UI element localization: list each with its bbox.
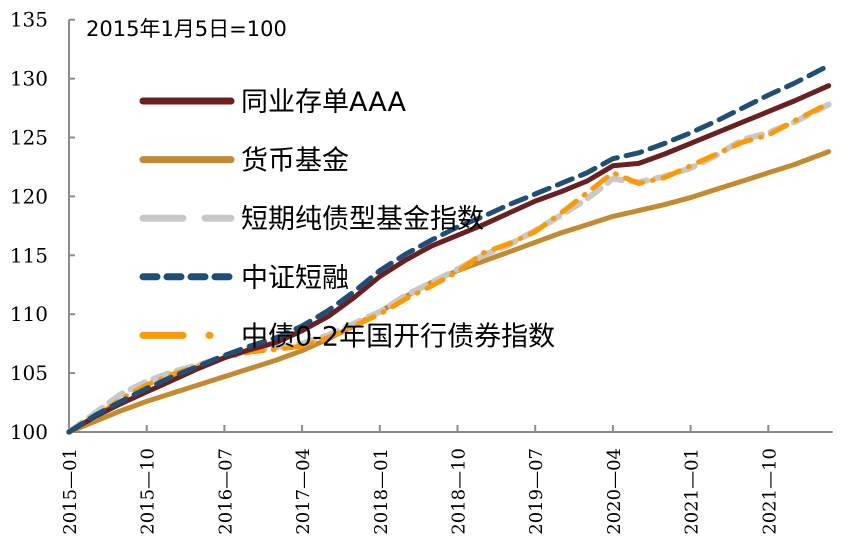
- x-tick-label: 2018—01: [371, 448, 392, 535]
- x-tick-label: 2015—10: [138, 448, 159, 535]
- legend-label: 同业存单AAA: [241, 87, 406, 118]
- legend-item-1: 货币基金: [139, 146, 349, 177]
- legend-item-4: 中债0-2年国开行债券指数: [139, 321, 555, 352]
- x-tick-label: 2018—10: [449, 448, 470, 535]
- legend-label: 货币基金: [241, 146, 349, 177]
- series-line-1: [66, 149, 832, 435]
- series-line-0: [66, 83, 832, 435]
- y-tick-label: 105: [10, 361, 48, 385]
- x-tick-label: 2015—01: [60, 448, 81, 535]
- y-tick-label: 125: [10, 126, 48, 150]
- y-tick-label: 135: [10, 8, 48, 32]
- y-tick-label: 115: [10, 243, 48, 267]
- legend-item-0: 同业存单AAA: [139, 87, 406, 118]
- series-layer: [66, 63, 832, 435]
- y-tick-label: 110: [10, 302, 48, 326]
- axes: 100 105 110 115 120 125 130 135 2015—01 2015—10 20…: [10, 8, 833, 535]
- x-tick-label: 2019—07: [526, 448, 547, 535]
- legend-label: 短期纯债型基金指数: [241, 204, 484, 235]
- x-tick-label: 2016—07: [215, 448, 236, 535]
- base-date-annotation: 2015年1月5日=100: [86, 17, 287, 41]
- legend-label: 中债0-2年国开行债券指数: [241, 321, 555, 352]
- series-line-3: [66, 63, 832, 435]
- legend-label: 中证短融: [241, 263, 349, 294]
- y-tick-label: 130: [10, 67, 48, 91]
- series-line-4: [66, 100, 832, 435]
- x-tick-label: 2020—04: [604, 448, 625, 535]
- legend-item-2: 短期纯债型基金指数: [139, 204, 484, 235]
- legend-item-3: 中证短融: [139, 263, 349, 294]
- x-tick-label: 2017—04: [293, 448, 314, 535]
- x-tick-label: 2021—10: [759, 448, 780, 535]
- y-tick-label: 100: [10, 420, 48, 444]
- x-tick-label: 2021—01: [682, 448, 703, 535]
- y-tick-label: 120: [10, 184, 48, 208]
